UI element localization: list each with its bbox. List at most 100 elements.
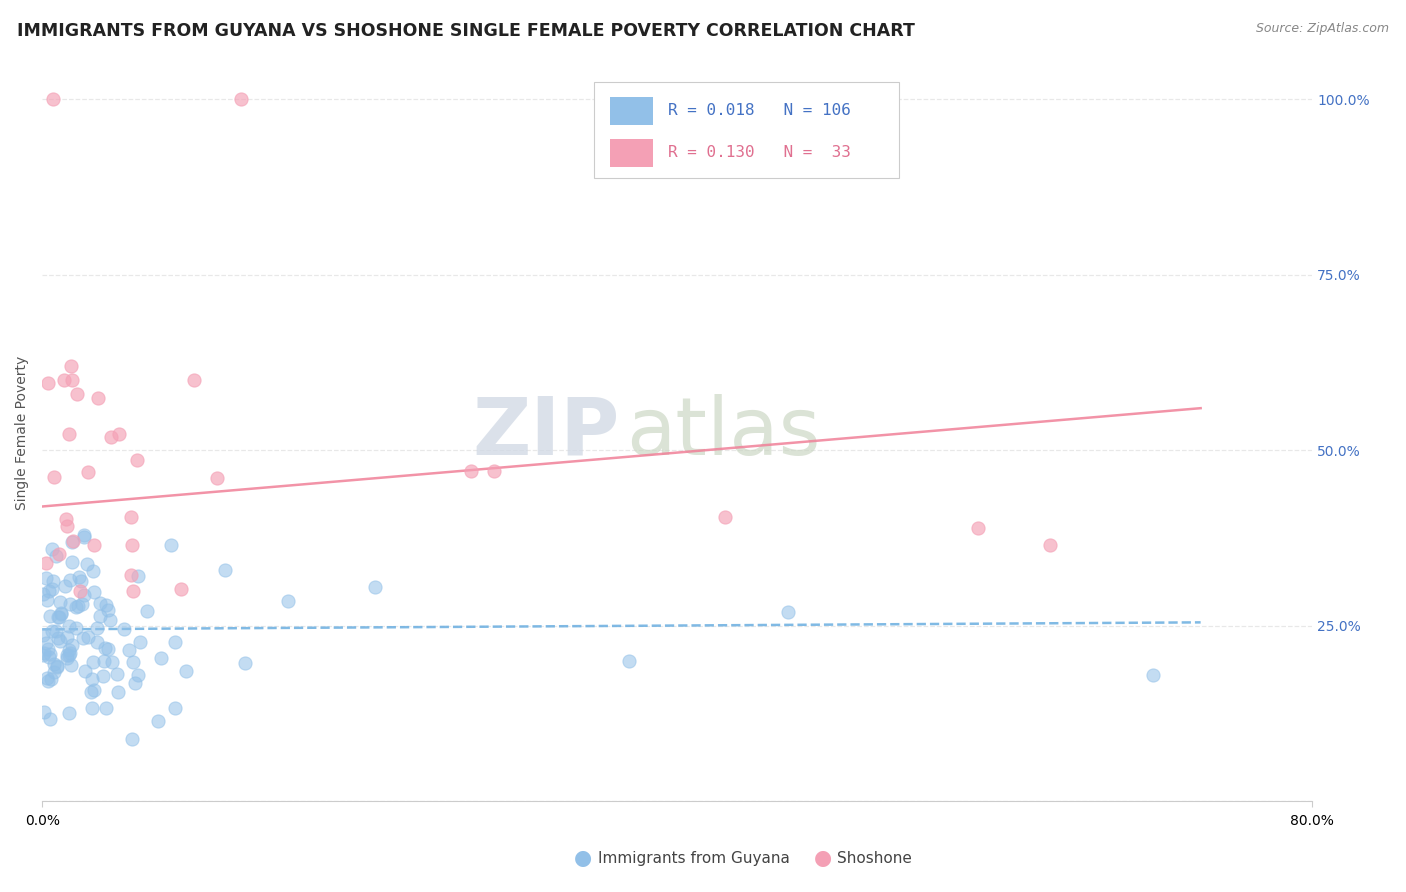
Point <box>59 598 82 612</box>
Point <box>77 630 100 644</box>
Point <box>41 624 63 639</box>
Point <box>58 643 80 657</box>
Point <box>93 654 115 668</box>
Point <box>56 651 79 665</box>
Point <box>146 714 169 728</box>
Point <box>83 538 105 552</box>
Point <box>80 685 103 699</box>
Point <box>97 603 120 617</box>
Point <box>45 549 67 564</box>
Point <box>48 610 70 624</box>
Point <box>120 568 142 582</box>
Point <box>98 613 121 627</box>
Point <box>121 732 143 747</box>
Bar <box>610 138 652 167</box>
Point <box>77 465 100 479</box>
Point <box>124 676 146 690</box>
Point <box>70 574 93 589</box>
Point <box>55 630 77 644</box>
Point <box>48 609 70 624</box>
Point <box>713 510 735 524</box>
Point <box>91 669 114 683</box>
Point <box>73 588 96 602</box>
Point <box>53 373 76 387</box>
Point <box>42 92 65 106</box>
Point <box>1142 668 1164 682</box>
Point <box>59 646 82 660</box>
Point <box>51 606 73 620</box>
Point <box>37 641 59 656</box>
Point <box>86 621 108 635</box>
Point <box>460 464 482 478</box>
Point <box>49 634 72 648</box>
Point <box>118 643 141 657</box>
Point <box>121 656 143 670</box>
Text: atlas: atlas <box>626 393 821 472</box>
Point <box>41 541 63 556</box>
Point <box>34 705 56 719</box>
Point <box>107 685 129 699</box>
Point <box>121 583 143 598</box>
Point <box>56 519 79 533</box>
Point <box>35 571 58 585</box>
Point <box>66 387 89 401</box>
Text: ●: ● <box>814 848 831 868</box>
Point <box>1039 538 1062 552</box>
Point <box>76 558 98 572</box>
Point <box>38 608 60 623</box>
Point <box>484 464 506 478</box>
Point <box>73 530 96 544</box>
Point <box>42 574 65 588</box>
Point <box>53 579 76 593</box>
Point <box>967 520 990 534</box>
Point <box>42 665 65 679</box>
Point <box>35 593 58 607</box>
Point <box>67 599 90 613</box>
Point <box>93 640 115 655</box>
Point <box>39 648 62 662</box>
Point <box>55 511 77 525</box>
Point <box>125 453 148 467</box>
Point <box>38 584 60 599</box>
Point <box>58 619 80 633</box>
Point <box>69 583 91 598</box>
Text: Source: ZipAtlas.com: Source: ZipAtlas.com <box>1256 22 1389 36</box>
Point <box>73 528 96 542</box>
Point <box>44 469 66 483</box>
Point <box>35 636 58 650</box>
Text: Shoshone: Shoshone <box>837 851 911 865</box>
Point <box>112 623 135 637</box>
Point <box>32 587 55 601</box>
Point <box>100 655 122 669</box>
Point <box>776 605 799 619</box>
Point <box>60 638 83 652</box>
Point <box>70 597 93 611</box>
Point <box>65 621 87 635</box>
Point <box>100 430 122 444</box>
Point <box>87 391 110 405</box>
Point <box>89 608 111 623</box>
Point <box>149 651 172 665</box>
Point <box>58 706 80 720</box>
Point <box>174 664 197 678</box>
Point <box>86 634 108 648</box>
Point <box>129 634 152 648</box>
Point <box>163 635 186 649</box>
Point <box>31 628 53 642</box>
Point <box>364 580 387 594</box>
Point <box>39 672 62 686</box>
Point <box>83 584 105 599</box>
Point <box>37 376 59 391</box>
Point <box>619 654 641 668</box>
Point <box>41 582 63 596</box>
Point <box>97 642 120 657</box>
Point <box>60 373 83 387</box>
Point <box>82 672 104 686</box>
Point <box>105 667 128 681</box>
Point <box>49 607 72 621</box>
Point <box>107 426 129 441</box>
Point <box>73 664 96 678</box>
Point <box>94 599 117 613</box>
Point <box>46 659 69 673</box>
Point <box>32 647 55 661</box>
